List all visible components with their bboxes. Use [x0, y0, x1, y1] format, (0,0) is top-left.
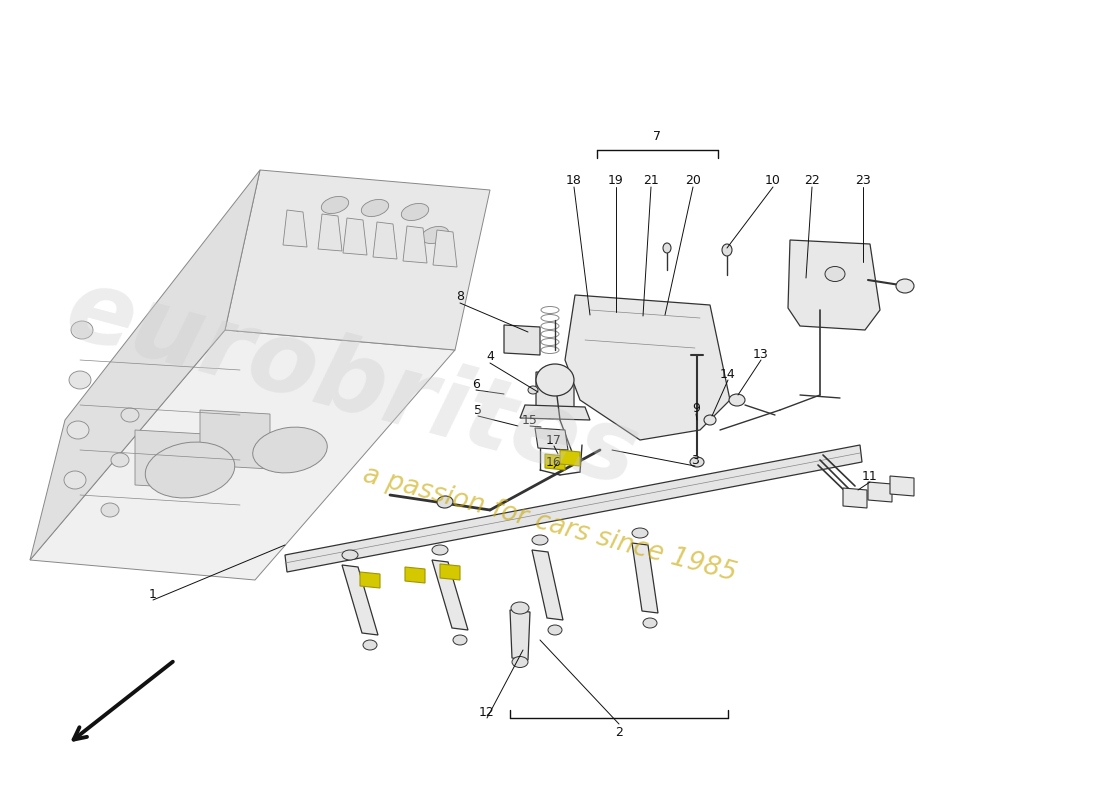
Text: eurobrites: eurobrites [56, 261, 648, 507]
Ellipse shape [512, 657, 528, 667]
Ellipse shape [437, 496, 453, 508]
Text: a passion for cars since 1985: a passion for cars since 1985 [361, 462, 739, 586]
Polygon shape [200, 410, 270, 469]
Polygon shape [403, 226, 427, 263]
Polygon shape [285, 445, 862, 572]
Polygon shape [440, 564, 460, 580]
Ellipse shape [321, 197, 349, 214]
Ellipse shape [632, 528, 648, 538]
Text: 12: 12 [480, 706, 495, 718]
Polygon shape [535, 428, 568, 450]
Ellipse shape [72, 321, 94, 339]
Ellipse shape [548, 625, 562, 635]
Ellipse shape [69, 371, 91, 389]
Text: 20: 20 [685, 174, 701, 187]
Ellipse shape [896, 279, 914, 293]
Ellipse shape [532, 535, 548, 545]
Text: 6: 6 [472, 378, 480, 390]
Text: 11: 11 [862, 470, 878, 482]
Ellipse shape [729, 394, 745, 406]
Text: 3: 3 [691, 454, 698, 466]
Polygon shape [135, 430, 205, 489]
Ellipse shape [663, 243, 671, 253]
Ellipse shape [704, 415, 716, 425]
Polygon shape [283, 210, 307, 247]
Polygon shape [433, 230, 456, 267]
Text: 14: 14 [720, 367, 736, 381]
Ellipse shape [363, 640, 377, 650]
Polygon shape [432, 560, 468, 630]
Ellipse shape [121, 408, 139, 422]
Polygon shape [342, 565, 378, 635]
Polygon shape [843, 488, 867, 508]
Ellipse shape [145, 442, 234, 498]
Polygon shape [868, 482, 892, 502]
Text: 4: 4 [486, 350, 494, 363]
Ellipse shape [64, 471, 86, 489]
Polygon shape [373, 222, 397, 259]
Ellipse shape [111, 453, 129, 467]
Polygon shape [890, 476, 914, 496]
Ellipse shape [402, 203, 429, 221]
Ellipse shape [512, 602, 529, 614]
Text: 15: 15 [522, 414, 538, 426]
Polygon shape [30, 330, 455, 580]
Polygon shape [536, 372, 574, 408]
Text: 9: 9 [692, 402, 700, 414]
Ellipse shape [644, 618, 657, 628]
Ellipse shape [67, 421, 89, 439]
Text: 10: 10 [766, 174, 781, 187]
Polygon shape [226, 170, 490, 350]
Polygon shape [510, 610, 530, 660]
Text: 13: 13 [754, 347, 769, 361]
Text: 22: 22 [804, 174, 820, 187]
Ellipse shape [421, 226, 449, 243]
Ellipse shape [528, 386, 538, 394]
Polygon shape [532, 550, 563, 620]
Polygon shape [544, 454, 565, 470]
Polygon shape [520, 405, 590, 420]
Ellipse shape [101, 503, 119, 517]
Ellipse shape [253, 427, 328, 473]
Polygon shape [405, 567, 425, 583]
Text: 19: 19 [608, 174, 624, 187]
Ellipse shape [825, 266, 845, 282]
Ellipse shape [453, 635, 468, 645]
Text: 7: 7 [653, 130, 661, 142]
Polygon shape [788, 240, 880, 330]
Text: 23: 23 [855, 174, 871, 187]
Ellipse shape [722, 244, 732, 256]
Text: 8: 8 [456, 290, 464, 303]
Polygon shape [560, 450, 580, 466]
Ellipse shape [536, 364, 574, 396]
Ellipse shape [432, 545, 448, 555]
Ellipse shape [690, 457, 704, 467]
Polygon shape [565, 295, 730, 440]
Polygon shape [343, 218, 367, 255]
Polygon shape [318, 214, 342, 251]
Ellipse shape [342, 550, 358, 560]
Polygon shape [30, 170, 260, 560]
Text: 16: 16 [546, 455, 562, 469]
Text: 1: 1 [150, 587, 157, 601]
Text: 21: 21 [644, 174, 659, 187]
Polygon shape [632, 543, 658, 613]
Polygon shape [504, 325, 540, 355]
Text: 18: 18 [566, 174, 582, 187]
Ellipse shape [361, 199, 388, 217]
Text: 2: 2 [615, 726, 623, 738]
Text: 5: 5 [474, 403, 482, 417]
Text: 17: 17 [546, 434, 562, 446]
Polygon shape [360, 572, 379, 588]
